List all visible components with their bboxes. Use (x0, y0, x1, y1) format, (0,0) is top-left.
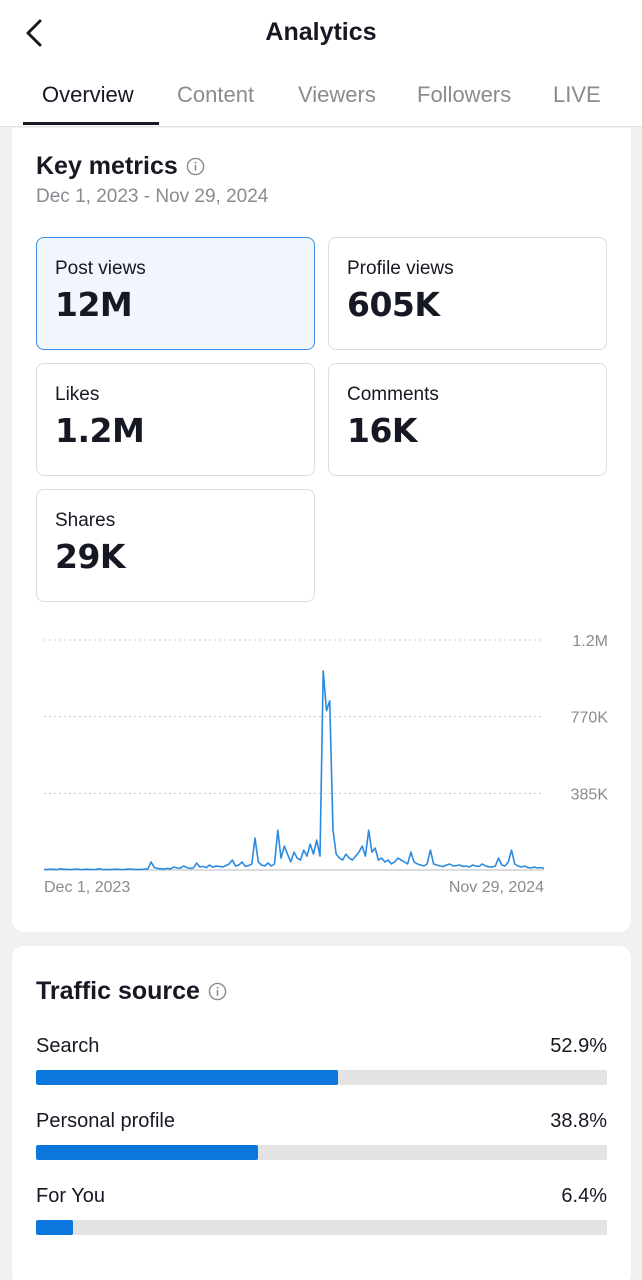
x-tick-label: Dec 1, 2023 (44, 879, 130, 896)
traffic-source-card: Traffic source Search 52.9% Personal pro… (12, 946, 631, 1280)
metric-comments[interactable]: Comments 16K (328, 363, 607, 476)
metric-post-views[interactable]: Post views 12M (36, 237, 315, 350)
series-line (43, 670, 545, 871)
traffic-row-personal-profile: Personal profile 38.8% (36, 1110, 607, 1166)
traffic-source-heading: Traffic source (36, 977, 227, 1006)
tab-content[interactable]: Content (177, 82, 255, 107)
tab-viewers[interactable]: Viewers (298, 82, 376, 107)
info-icon[interactable] (186, 157, 205, 176)
traffic-percent: 6.4% (561, 1185, 607, 1207)
y-tick-label: 385K (571, 786, 609, 803)
traffic-percent: 52.9% (550, 1035, 607, 1057)
traffic-bar-fill (36, 1145, 258, 1160)
traffic-bar-track (36, 1220, 607, 1235)
date-range: Dec 1, 2023 - Nov 29, 2024 (36, 186, 269, 207)
back-button[interactable] (18, 16, 50, 50)
traffic-label: For You (36, 1185, 105, 1207)
tab-followers[interactable]: Followers (417, 82, 512, 107)
traffic-label: Personal profile (36, 1110, 175, 1132)
key-metrics-heading: Key metrics (36, 152, 205, 181)
metric-value: 16K (347, 411, 418, 450)
metric-label: Profile views (347, 258, 454, 279)
tab-overview[interactable]: Overview (42, 82, 134, 107)
metric-value: 1.2M (55, 411, 145, 450)
metric-profile-views[interactable]: Profile views 605K (328, 237, 607, 350)
metric-value: 12M (55, 285, 133, 324)
metric-label: Shares (55, 510, 116, 531)
chevron-left-icon (26, 19, 42, 47)
info-icon[interactable] (208, 982, 227, 1001)
metric-label: Comments (347, 384, 439, 405)
metric-label: Likes (55, 384, 100, 405)
traffic-row-for-you: For You 6.4% (36, 1185, 607, 1241)
line-chart: 385K 770K 1.2M Dec 1, 2023 Nov 29, 2024 (43, 633, 609, 896)
traffic-bar-track (36, 1070, 607, 1085)
metric-shares[interactable]: Shares 29K (36, 489, 315, 602)
page-title: Analytics (265, 18, 377, 46)
traffic-row-search: Search 52.9% (36, 1035, 607, 1091)
key-metrics-title: Key metrics (36, 152, 178, 180)
key-metrics-card: Key metrics Dec 1, 2023 - Nov 29, 2024 P… (12, 128, 631, 932)
tab-bar: Overview Content Viewers Followers LIVE (0, 70, 642, 127)
metric-likes[interactable]: Likes 1.2M (36, 363, 315, 476)
y-tick-label: 770K (571, 710, 609, 727)
active-tab-indicator (23, 122, 159, 125)
post-views-chart[interactable]: 385K 770K 1.2M Dec 1, 2023 Nov 29, 2024 (36, 626, 616, 906)
y-tick-label: 1.2M (572, 633, 608, 650)
traffic-percent: 38.8% (550, 1110, 607, 1132)
traffic-bar-track (36, 1145, 607, 1160)
metric-value: 605K (347, 285, 440, 324)
x-tick-label: Nov 29, 2024 (449, 879, 544, 896)
top-bar: Analytics Overview Content Viewers Follo… (0, 0, 642, 127)
tab-live[interactable]: LIVE (553, 82, 601, 107)
metric-label: Post views (55, 258, 146, 279)
traffic-label: Search (36, 1035, 100, 1057)
traffic-bar-fill (36, 1070, 339, 1085)
traffic-bar-fill (36, 1220, 73, 1235)
traffic-source-title: Traffic source (36, 977, 200, 1005)
metric-value: 29K (55, 537, 126, 576)
